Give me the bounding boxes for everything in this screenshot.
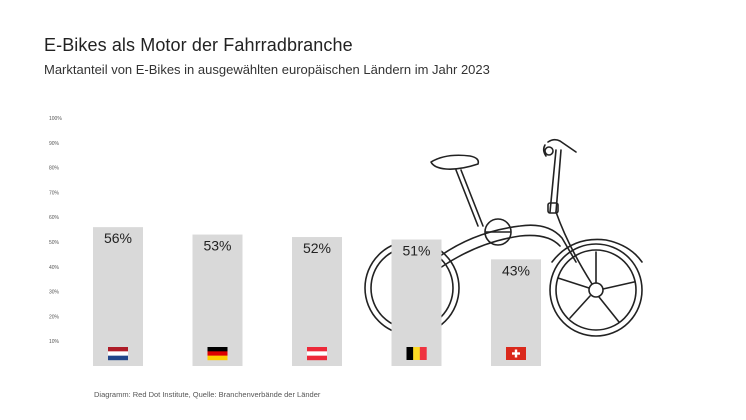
y-tick-label: 50% bbox=[49, 240, 60, 246]
chart-source-note: Diagramm: Red Dot Institute, Quelle: Bra… bbox=[94, 390, 321, 399]
bar-belgien bbox=[391, 239, 442, 366]
y-tick-label: 70% bbox=[49, 190, 60, 196]
chart-subtitle: Marktanteil von E-Bikes in ausgewählten … bbox=[44, 62, 490, 77]
bar-niederlande bbox=[93, 227, 143, 366]
bar-deutschland bbox=[192, 234, 243, 366]
chart-title: E-Bikes als Motor der Fahrradbranche bbox=[44, 35, 353, 55]
y-tick-label: 100% bbox=[49, 116, 62, 122]
bar-österreich bbox=[292, 237, 342, 366]
y-tick-label: 40% bbox=[49, 265, 60, 271]
value-label: 56% bbox=[104, 230, 132, 246]
flags bbox=[108, 347, 526, 361]
value-label: 52% bbox=[303, 240, 331, 256]
value-label: 53% bbox=[203, 238, 231, 254]
y-tick-label: 20% bbox=[49, 314, 60, 320]
y-tick-label: 30% bbox=[49, 290, 60, 296]
bars bbox=[93, 227, 541, 366]
bicycle-illustration bbox=[364, 138, 643, 337]
flag-ch-icon bbox=[506, 347, 526, 360]
y-tick-label: 90% bbox=[49, 141, 60, 147]
value-label: 51% bbox=[402, 243, 430, 259]
y-tick-label: 60% bbox=[49, 215, 60, 221]
flag-at-icon bbox=[307, 347, 327, 361]
flag-nl-icon bbox=[108, 347, 128, 361]
flag-be-icon bbox=[406, 347, 427, 360]
value-label: 43% bbox=[502, 262, 530, 278]
y-tick-label: 80% bbox=[49, 166, 60, 172]
y-tick-label: 10% bbox=[49, 339, 60, 345]
y-axis-ticks: 10% 20% 30% 40% 50% 60% 70% 80% 90% 100% bbox=[49, 116, 62, 345]
value-labels: 56% 53% 52% 51% 43% bbox=[104, 230, 530, 278]
flag-de-icon bbox=[207, 347, 228, 361]
